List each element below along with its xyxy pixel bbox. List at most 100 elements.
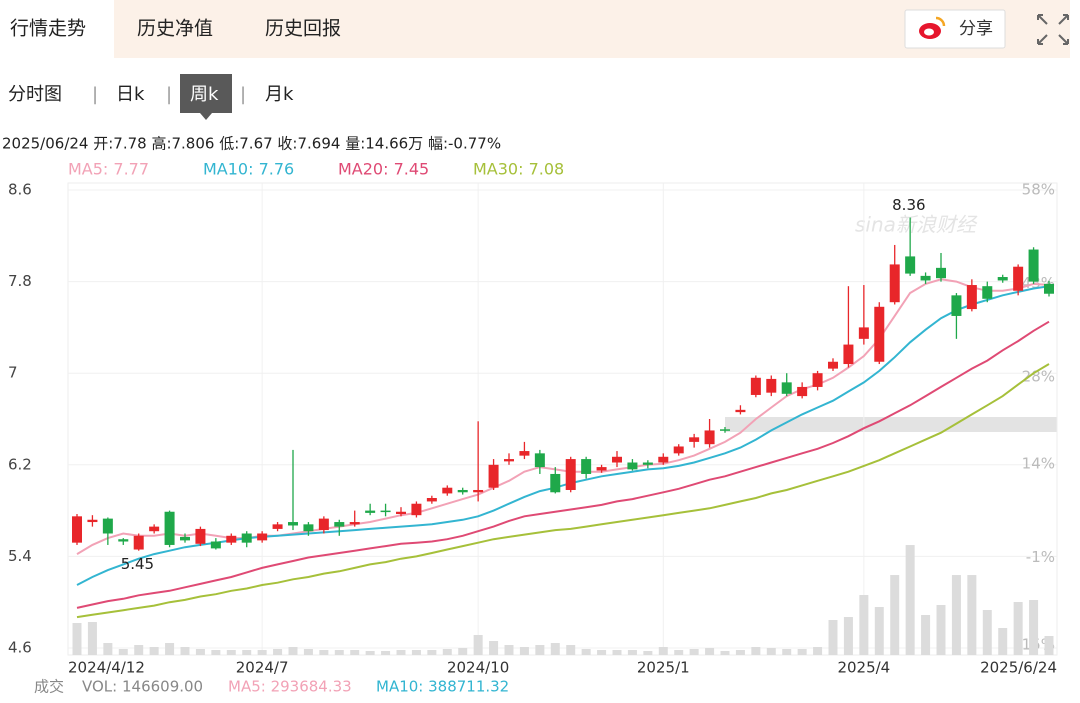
candle-body xyxy=(396,511,406,515)
volume-bar xyxy=(998,628,1008,655)
volume-bar xyxy=(334,649,344,655)
candle-body xyxy=(241,533,252,543)
candle-body xyxy=(627,462,638,470)
candle-body xyxy=(689,437,700,442)
candle-body xyxy=(858,327,869,339)
legend-entry: MA20: 7.45 xyxy=(338,160,429,179)
ma-line xyxy=(76,285,1050,586)
volume-bar xyxy=(350,649,360,655)
candle-body xyxy=(195,528,206,544)
volume-bar xyxy=(951,575,961,655)
x-tick-label: 2025/4 xyxy=(837,659,890,677)
candle-body xyxy=(149,526,160,532)
share-label[interactable]: 分享 xyxy=(959,19,993,39)
candle-body xyxy=(488,464,499,488)
candle-body xyxy=(565,459,576,490)
candle-body xyxy=(442,487,453,494)
volume-bar xyxy=(905,545,915,655)
volume-bar xyxy=(72,623,82,655)
candle-body xyxy=(180,536,190,541)
ma-line xyxy=(76,278,1050,555)
legend-entry: MA10: 7.76 xyxy=(203,160,294,179)
volume-label: VOL: 146609.00 xyxy=(82,678,203,696)
volume-bar xyxy=(149,647,159,655)
period-tab[interactable]: 周k xyxy=(190,84,219,105)
candle-body xyxy=(735,409,746,413)
candle-body xyxy=(257,533,268,541)
candle-body xyxy=(504,459,514,462)
legend-entry: MA30: 7.08 xyxy=(473,160,564,179)
active-tab-bg xyxy=(0,0,114,58)
y-tick-label: 6.2 xyxy=(8,455,32,473)
candle-body xyxy=(966,285,977,310)
volume-bar xyxy=(489,641,499,655)
candle-body xyxy=(1028,249,1039,282)
candle-body xyxy=(365,510,376,513)
period-tab[interactable]: 分时图 xyxy=(8,84,62,105)
candle-body xyxy=(380,510,391,513)
volume-bar xyxy=(782,649,792,655)
separator: | xyxy=(92,84,98,105)
volume-bar xyxy=(519,647,529,655)
y-tick-label: 4.6 xyxy=(8,639,32,657)
tab[interactable]: 历史净值 xyxy=(137,18,213,40)
tab[interactable]: 行情走势 xyxy=(10,18,86,40)
ma-line xyxy=(76,363,1050,619)
volume-bar xyxy=(859,595,869,655)
volume-bar xyxy=(134,644,144,655)
candle-body xyxy=(766,378,777,393)
volume-bar xyxy=(751,647,761,655)
tab-bar xyxy=(0,0,1070,58)
volume-bar xyxy=(566,644,576,655)
candle-body xyxy=(334,522,345,527)
candle-body xyxy=(87,519,98,523)
weibo-icon-arc xyxy=(935,16,946,27)
volume-bar xyxy=(103,643,113,655)
candle-body xyxy=(704,430,715,445)
volume-bar xyxy=(535,644,545,655)
volume-bar xyxy=(226,649,236,655)
volume-bar xyxy=(843,617,853,655)
candle-body xyxy=(473,489,484,493)
y-tick-label: 8.6 xyxy=(8,181,32,199)
period-tab[interactable]: 月k xyxy=(265,84,294,105)
tab[interactable]: 历史回报 xyxy=(265,18,341,40)
candle-body xyxy=(997,277,1008,281)
volume-bar xyxy=(165,643,175,655)
x-tick-label: 2024/10 xyxy=(447,659,509,677)
candle-body xyxy=(889,264,900,303)
candle-body xyxy=(874,306,885,362)
y2-tick-label: -1% xyxy=(1026,548,1055,566)
volume-bar xyxy=(1029,600,1039,655)
volume-bar xyxy=(674,649,684,655)
volume-bar xyxy=(643,650,653,655)
candle-body xyxy=(349,522,360,525)
candle-body xyxy=(843,344,854,365)
candle-body xyxy=(658,456,669,463)
candle-body xyxy=(72,516,82,543)
period-tab[interactable]: 日k xyxy=(116,84,145,105)
volume-bar xyxy=(705,648,715,655)
volume-bar xyxy=(396,649,406,655)
candle-body xyxy=(272,524,283,529)
fullscreen-icon[interactable] xyxy=(1037,14,1069,45)
info-line: 2025/06/24 开:7.78 高:7.806 低:7.67 收:7.694… xyxy=(2,135,501,153)
y-tick-label: 5.4 xyxy=(8,547,32,565)
volume-title: 成交 xyxy=(34,678,64,696)
candle-body xyxy=(550,473,561,493)
volume-bar xyxy=(890,575,900,655)
volume-bar xyxy=(658,647,668,655)
candle-body xyxy=(118,539,129,542)
volume-bar xyxy=(735,649,745,655)
candle-body xyxy=(210,541,221,549)
candle-body xyxy=(426,498,437,502)
candle-body xyxy=(318,518,329,531)
volume-bar xyxy=(257,649,267,655)
y2-tick-label: 28% xyxy=(1022,367,1055,385)
candle-body xyxy=(612,456,622,463)
volume-bar xyxy=(504,644,514,655)
weibo-icon-eye xyxy=(924,28,934,36)
volume-bar xyxy=(87,622,97,655)
